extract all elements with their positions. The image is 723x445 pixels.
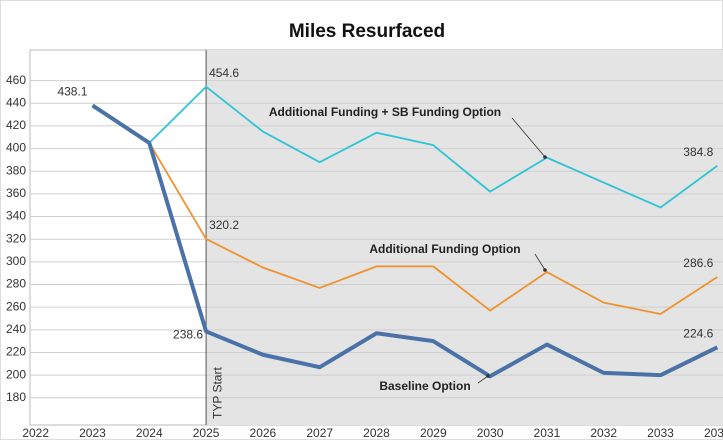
- data-label: 384.8: [683, 145, 713, 159]
- y-tick-label: 460: [6, 73, 26, 87]
- data-label: 224.6: [683, 326, 713, 340]
- x-tick-label: 2031: [534, 426, 561, 440]
- series-line: [148, 142, 718, 315]
- y-tick-label: 380: [6, 163, 26, 177]
- x-tick-label: 2024: [136, 426, 163, 440]
- y-tick-label: 360: [6, 186, 26, 200]
- series-annotation: Additional Funding + SB Funding Option: [269, 105, 501, 119]
- chart-title: Miles Resurfaced: [289, 21, 445, 42]
- series-annotation: Additional Funding Option: [369, 242, 520, 256]
- x-tick-label: 2029: [420, 426, 447, 440]
- x-tick-label: 2025: [193, 426, 220, 440]
- y-tick-label: 300: [6, 254, 26, 268]
- x-tick-label: 2028: [363, 426, 390, 440]
- y-tick-label: 420: [6, 118, 26, 132]
- y-tick-label: 440: [6, 95, 26, 109]
- arrow-head: [486, 374, 490, 378]
- data-label: 454.6: [209, 66, 239, 80]
- data-label: 286.6: [683, 256, 713, 270]
- series-line: [148, 85, 718, 209]
- annotation-arrow: [477, 375, 489, 384]
- arrow-head: [543, 155, 547, 159]
- y-tick-label: 340: [6, 209, 26, 223]
- x-tick-label: 2023: [79, 426, 106, 440]
- typ-start-label: TYP Start: [210, 367, 224, 419]
- y-tick-label: 280: [6, 277, 26, 291]
- y-tick-label: 240: [6, 322, 26, 336]
- y-tick-label: 400: [6, 141, 26, 155]
- annotation-arrow: [534, 253, 546, 271]
- y-tick-label: 260: [6, 299, 26, 313]
- data-label: 438.1: [57, 85, 87, 99]
- annotation-arrow: [511, 117, 546, 158]
- x-tick-label: 2032: [590, 426, 617, 440]
- series-line: [91, 103, 719, 379]
- data-label: 238.6: [173, 328, 203, 342]
- x-tick-label: 2033: [647, 426, 674, 440]
- arrow-head: [543, 268, 547, 272]
- y-tick-label: 220: [6, 345, 26, 359]
- x-tick-label: 2026: [250, 426, 277, 440]
- x-tick-label: 2022: [22, 426, 49, 440]
- y-tick-label: 180: [6, 390, 26, 404]
- series-annotation: Baseline Option: [379, 379, 470, 393]
- y-tick-label: 200: [6, 367, 26, 381]
- x-tick-label: 2027: [306, 426, 333, 440]
- x-tick-label: 2030: [477, 426, 504, 440]
- y-tick-label: 320: [6, 231, 26, 245]
- data-label: 320.2: [209, 218, 239, 232]
